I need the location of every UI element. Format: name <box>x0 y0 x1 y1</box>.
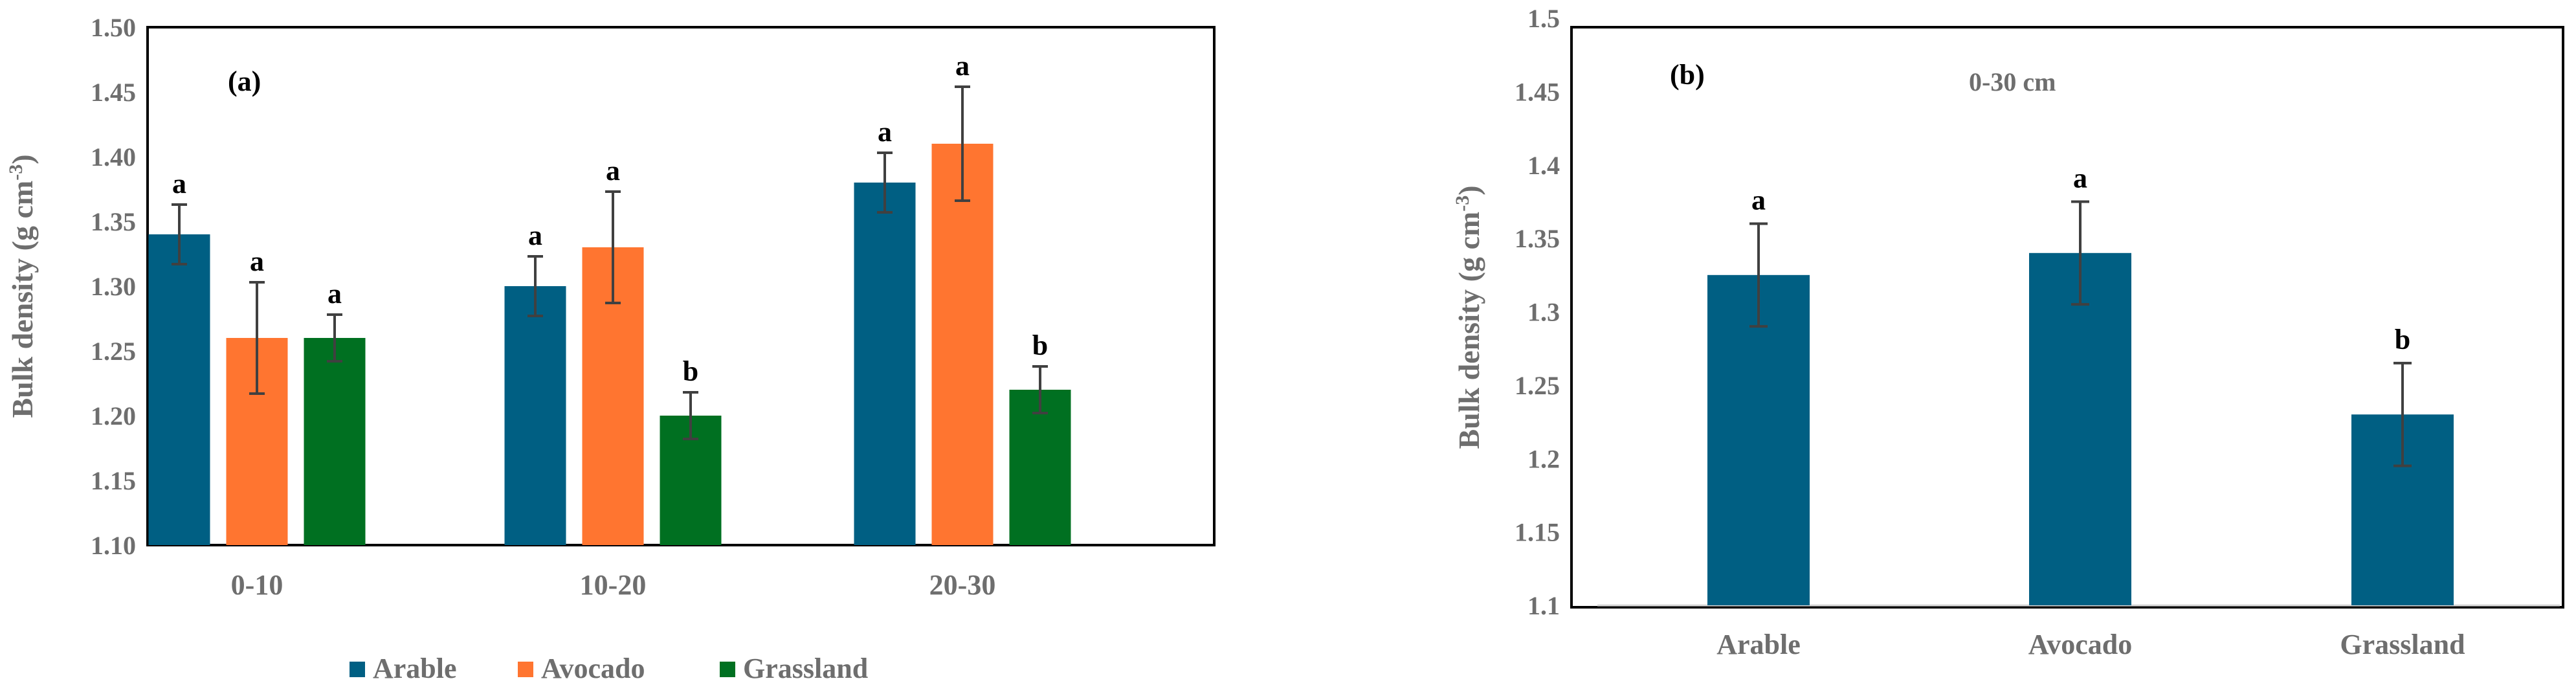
panel-a-y-axis-title: Bulk density (g cm-3) <box>5 154 39 418</box>
legend-label-grassland: Grassland <box>743 653 868 684</box>
panel-b-subtitle: 0-30 cm <box>1969 67 2056 96</box>
panel-a-y-tick-1-20: 1.20 <box>91 401 136 431</box>
panel-b-y-tick-1-15: 1.15 <box>1515 518 1560 547</box>
panel-b-x-tick-avocado: Avocado <box>2028 629 2133 660</box>
panel-b-y-tick-1-3: 1.3 <box>1527 298 1560 327</box>
bar-avocado-20-30 <box>931 144 994 545</box>
panel-a-y-tick-labels: 1.10 1.15 1.20 1.25 1.30 1.35 1.40 1.45 1.50 <box>91 13 136 560</box>
panel-b-y-tick-1-5: 1.5 <box>1527 4 1560 33</box>
panel-b-significance-letters: a a b <box>1751 162 2410 355</box>
sig-letter-grassland-10-20: b <box>683 355 698 387</box>
panel-b-y-axis-title: Bulk density (g cm-3) <box>1452 185 1485 449</box>
panel-a-significance-letters: a a a a a a a b b <box>172 50 1048 387</box>
panel-b-y-tick-1-1: 1.1 <box>1527 591 1560 620</box>
sig-letter-avocado-10-20: a <box>606 155 620 186</box>
panel-b-bars <box>1707 252 2454 605</box>
sig-letter-avocado: a <box>2073 162 2087 194</box>
panel-b-label: (b) <box>1670 59 1705 91</box>
panel-a-y-tick-1-45: 1.45 <box>91 78 136 107</box>
panel-a-x-tick-10-20: 10-20 <box>580 569 647 601</box>
panel-a-y-axis-title-exponent: -3 <box>5 164 27 181</box>
bar-grassland-20-30 <box>1009 390 1071 545</box>
legend-label-arable: Arable <box>373 653 457 684</box>
legend-swatch-avocado <box>518 662 533 677</box>
bar-avocado <box>2029 252 2131 605</box>
panel-b-y-axis-title-main: Bulk density (g cm <box>1452 212 1485 449</box>
sig-letter-arable-20-30: a <box>878 116 892 148</box>
panel-a-x-tick-20-30: 20-30 <box>929 569 996 601</box>
panel-b-y-tick-1-35: 1.35 <box>1515 224 1560 253</box>
panel-b-y-axis-title-close: ) <box>1452 185 1485 195</box>
panel-a: (a) 1.10 1.15 1.20 1.25 1.30 1.35 1.40 1.45 1.50… <box>5 13 1216 684</box>
bar-arable <box>1707 274 1810 605</box>
bar-arable-10-20 <box>504 286 566 545</box>
bar-arable-20-30 <box>854 183 916 545</box>
legend-label-avocado: Avocado <box>541 653 645 684</box>
panel-a-label: (a) <box>228 65 261 97</box>
bar-grassland-0-10 <box>304 338 366 545</box>
panel-a-y-tick-1-30: 1.30 <box>91 272 136 301</box>
panel-a-y-tick-1-40: 1.40 <box>91 142 136 172</box>
panel-b-y-tick-1-4: 1.4 <box>1527 151 1560 180</box>
panel-a-y-tick-1-50: 1.50 <box>91 13 136 42</box>
panel-a-y-tick-1-15: 1.15 <box>91 466 136 495</box>
bar-arable-0-10 <box>148 234 210 545</box>
sig-letter-arable-0-10: a <box>172 168 186 199</box>
sig-letter-arable: a <box>1751 184 1766 216</box>
panel-b-y-tick-labels: 1.1 1.15 1.2 1.25 1.3 1.35 1.4 1.45 1.5 <box>1515 4 1560 620</box>
panel-a-x-tick-0-10: 0-10 <box>231 569 283 601</box>
panel-a-y-tick-1-10: 1.10 <box>91 531 136 560</box>
sig-letter-avocado-0-10: a <box>250 245 264 277</box>
sig-letter-arable-10-20: a <box>528 219 542 251</box>
panel-b: (b) 0-30 cm 1.1 1.15 1.2 1.25 1.3 1.35 1.4 1.45… <box>1452 4 2564 660</box>
panel-a-error-bars <box>172 85 1048 440</box>
legend-swatch-grassland <box>720 662 735 677</box>
legend-swatch-arable <box>350 662 365 677</box>
panel-b-x-tick-arable: Arable <box>1716 629 1801 660</box>
panel-b-y-tick-1-2: 1.2 <box>1527 444 1560 473</box>
panel-a-x-tick-labels: 0-10 10-20 20-30 <box>231 569 996 601</box>
panel-a-y-axis-title-main: Bulk density (g cm <box>6 181 39 418</box>
sig-letter-avocado-20-30: a <box>955 50 970 82</box>
sig-letter-grassland: b <box>2395 324 2410 355</box>
panel-b-error-bars <box>1749 200 2412 467</box>
sig-letter-grassland-0-10: a <box>328 278 342 309</box>
panel-a-legend: Arable Avocado Grassland <box>350 653 868 684</box>
panel-a-y-axis-title-close: ) <box>6 154 39 164</box>
panel-b-x-tick-labels: Arable Avocado Grassland <box>1716 629 2465 660</box>
panel-b-x-tick-grassland: Grassland <box>2340 629 2465 660</box>
panel-b-y-tick-1-25: 1.25 <box>1515 371 1560 400</box>
panel-b-y-tick-1-45: 1.45 <box>1515 77 1560 106</box>
panel-a-y-tick-1-35: 1.35 <box>91 207 136 236</box>
panel-a-y-tick-1-25: 1.25 <box>91 337 136 366</box>
panel-b-y-axis-title-exponent: -3 <box>1452 196 1473 212</box>
sig-letter-grassland-20-30: b <box>1032 330 1048 361</box>
